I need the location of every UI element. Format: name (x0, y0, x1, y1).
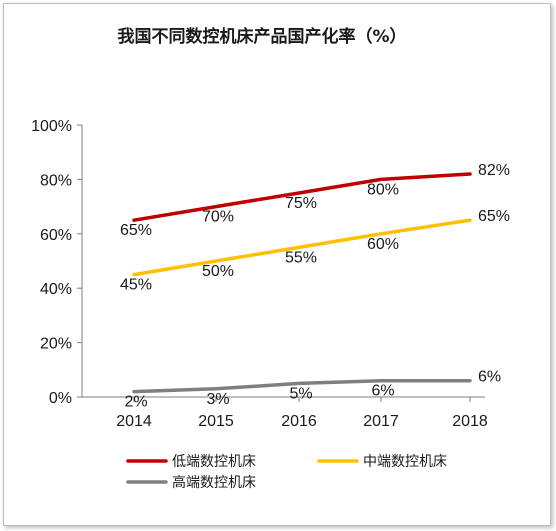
data-label: 5% (289, 385, 312, 402)
data-label: 6% (371, 383, 394, 400)
y-tick-label: 80% (40, 172, 72, 189)
series-line-3 (132, 378, 472, 394)
data-labels: 65% 70% 75% 80% 82% 45% 50% 55% 60% 65% 2% 3% 5% 6% 6% (120, 162, 510, 411)
chart-title: 我国不同数控机床产品国产化率（%） (117, 26, 406, 47)
x-tick-label: 2014 (116, 413, 152, 430)
data-label: 82% (478, 162, 510, 179)
y-tick-label: 100% (31, 118, 72, 135)
data-label: 45% (120, 277, 152, 294)
y-tick-label: 20% (40, 336, 72, 353)
data-label: 60% (367, 236, 399, 253)
series-lines (132, 172, 472, 394)
data-label: 3% (206, 391, 229, 408)
x-tick-label: 2015 (198, 413, 234, 430)
data-label: 80% (367, 181, 399, 198)
data-label: 75% (285, 195, 317, 212)
y-tick-label: 40% (40, 281, 72, 298)
x-tick-label: 2018 (452, 413, 488, 430)
y-tick-label: 0% (49, 390, 72, 407)
series-line-1 (132, 172, 472, 222)
data-label: 65% (120, 222, 152, 239)
legend-label: 中端数控机床 (363, 454, 447, 470)
legend-label: 高端数控机床 (172, 474, 256, 491)
y-axis-ticks: 0% 20% 40% 60% 80% 100% (31, 118, 82, 407)
series-line-2 (132, 218, 472, 277)
y-tick-label: 60% (40, 227, 72, 244)
x-tick-label: 2017 (363, 413, 399, 430)
axes (81, 125, 485, 398)
legend-label: 低端数控机床 (172, 454, 256, 470)
x-tick-label: 2016 (281, 413, 317, 430)
data-label: 6% (478, 369, 501, 386)
data-label: 55% (285, 249, 317, 266)
data-label: 50% (202, 263, 234, 280)
data-label: 70% (202, 209, 234, 226)
x-axis-ticks: 2014 2015 2016 2017 2018 (116, 397, 488, 430)
chart-frame (3, 3, 551, 526)
data-label: 2% (124, 394, 147, 411)
data-label: 65% (478, 208, 510, 225)
